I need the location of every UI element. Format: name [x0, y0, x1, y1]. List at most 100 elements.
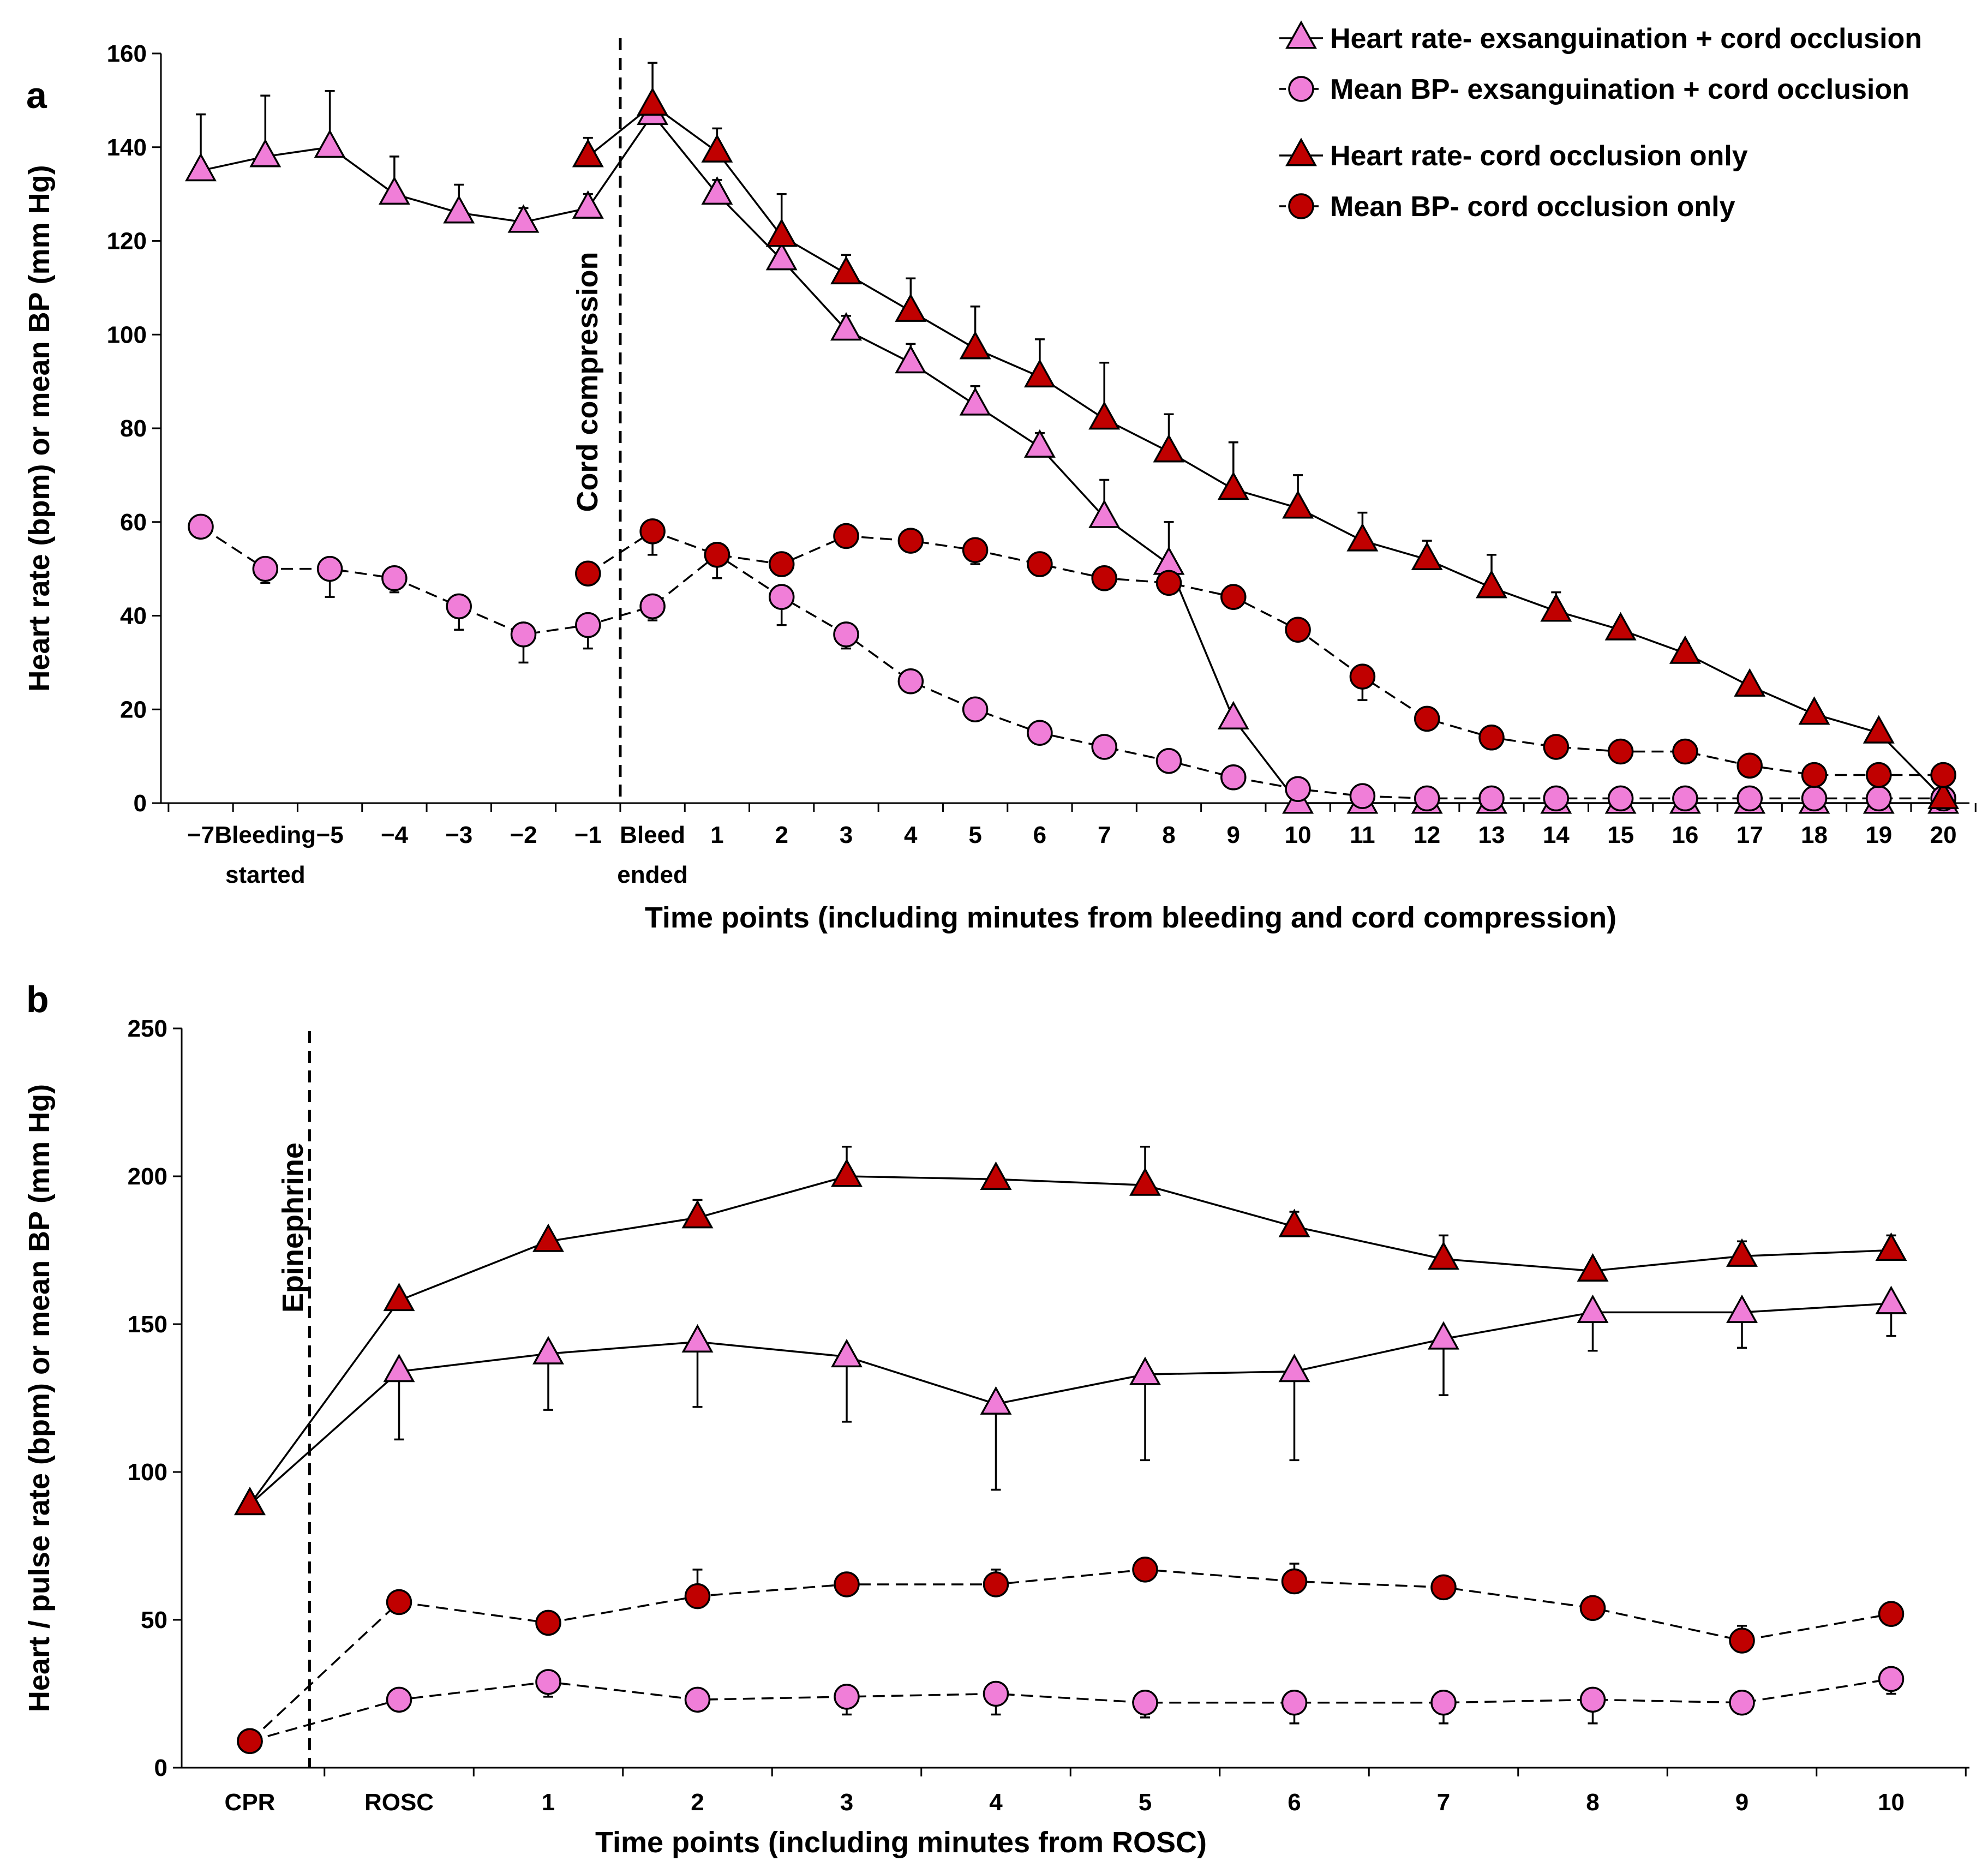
data-point	[1091, 734, 1117, 760]
x-tick-label: 8	[1162, 822, 1175, 848]
x-tick-label: −3	[445, 822, 472, 848]
data-point	[983, 1680, 1009, 1707]
data-point	[1023, 429, 1056, 458]
data-point	[1726, 1294, 1758, 1323]
x-tick-label: 18	[1801, 822, 1828, 848]
x-tick-label: 6	[1033, 822, 1046, 848]
data-point	[897, 668, 924, 695]
x-tick-label: 17	[1736, 822, 1763, 848]
x-tick-label: 20	[1930, 822, 1957, 848]
data-point	[681, 1200, 714, 1229]
data-point	[1669, 635, 1701, 664]
data-point	[443, 195, 475, 224]
data-point	[572, 190, 604, 219]
data-point	[1132, 1557, 1158, 1583]
data-point	[1220, 584, 1247, 610]
data-point	[962, 537, 989, 564]
data-point	[1023, 358, 1056, 388]
annotation-label: Cord compression	[571, 252, 604, 512]
data-point	[535, 1669, 561, 1695]
data-point	[768, 584, 795, 610]
x-tick-label: −2	[510, 822, 537, 848]
data-point	[510, 621, 537, 648]
data-point	[681, 1324, 714, 1353]
data-point	[639, 593, 666, 620]
y-tick-label: 20	[120, 696, 147, 723]
y-tick-label: 140	[107, 134, 147, 161]
x-tick-label: 9	[1735, 1789, 1749, 1816]
data-point	[532, 1223, 564, 1252]
data-point	[1540, 593, 1572, 622]
data-point	[237, 1728, 263, 1754]
data-point	[1088, 401, 1121, 430]
x-tick-label: 2	[691, 1789, 704, 1816]
y-tick-label: 160	[107, 40, 147, 67]
data-point	[381, 565, 408, 591]
data-point	[1281, 1568, 1308, 1595]
y-tick-label: 0	[154, 1755, 167, 1781]
data-point	[1278, 1208, 1310, 1237]
data-point	[1155, 570, 1182, 596]
data-point	[1736, 752, 1763, 779]
y-tick-label: 50	[141, 1607, 167, 1633]
data-point	[1736, 785, 1763, 812]
data-point	[1346, 523, 1379, 552]
data-point	[1875, 1285, 1907, 1314]
series-line	[200, 525, 1944, 800]
panel-b-chart: 0 50 100 150 200 250 CPR ROSC 1 2 3 4 5 6 7 8 9 10 Time po…	[23, 979, 1969, 1859]
data-point	[1478, 785, 1505, 812]
annotation-label: Epinephrine	[277, 1142, 309, 1313]
data-point	[1428, 1241, 1459, 1270]
data-point	[507, 204, 540, 233]
data-point	[1729, 1627, 1755, 1654]
x-tick-label: Bleeding	[214, 822, 316, 848]
data-point	[234, 1487, 266, 1516]
data-point	[185, 153, 217, 182]
data-point	[378, 176, 410, 205]
data-point	[1411, 541, 1443, 570]
data-point	[1430, 1690, 1457, 1716]
data-point	[831, 1339, 863, 1368]
y-tick-label: 0	[134, 790, 147, 817]
x-tick-label: 3	[840, 822, 853, 848]
x-tick-label: 7	[1098, 822, 1111, 848]
data-point	[959, 387, 991, 416]
data-point	[1285, 776, 1311, 802]
data-point	[962, 696, 989, 722]
legend-marker	[1288, 76, 1314, 102]
data-point	[1129, 1356, 1161, 1385]
data-point	[701, 134, 733, 163]
data-point	[188, 513, 214, 540]
panel-label: a	[26, 75, 47, 116]
data-point	[1282, 490, 1314, 519]
panel-label: b	[26, 979, 49, 1020]
data-point	[1091, 565, 1117, 591]
x-tick-label: 15	[1607, 822, 1634, 848]
data-point	[1027, 551, 1053, 577]
data-point	[1729, 1690, 1755, 1716]
x-tick-label: started	[225, 861, 306, 888]
x-tick-label: 4	[904, 822, 918, 848]
data-point	[1281, 1690, 1308, 1716]
data-point	[830, 312, 862, 341]
x-tick-label: CPR	[225, 1789, 276, 1816]
legend-label: Heart rate- cord occlusion only	[1330, 140, 1748, 172]
y-axis-title: Heart / pulse rate (bpm) or mean BP (mm …	[23, 1084, 56, 1712]
data-point	[446, 593, 472, 620]
data-point	[684, 1686, 711, 1713]
data-point	[1153, 434, 1185, 463]
legend-marker	[1285, 137, 1317, 166]
data-point	[980, 1386, 1012, 1415]
data-point	[314, 129, 346, 158]
y-tick-label: 60	[120, 509, 147, 536]
data-point	[575, 612, 601, 638]
x-tick-label: 4	[989, 1789, 1003, 1816]
data-point	[1285, 617, 1311, 643]
data-point	[1476, 570, 1507, 599]
y-tick-label: 100	[128, 1459, 167, 1486]
series-line	[249, 1302, 1891, 1505]
data-point	[1801, 785, 1828, 812]
y-tick-label: 150	[128, 1311, 167, 1338]
legend-marker	[1285, 20, 1317, 49]
